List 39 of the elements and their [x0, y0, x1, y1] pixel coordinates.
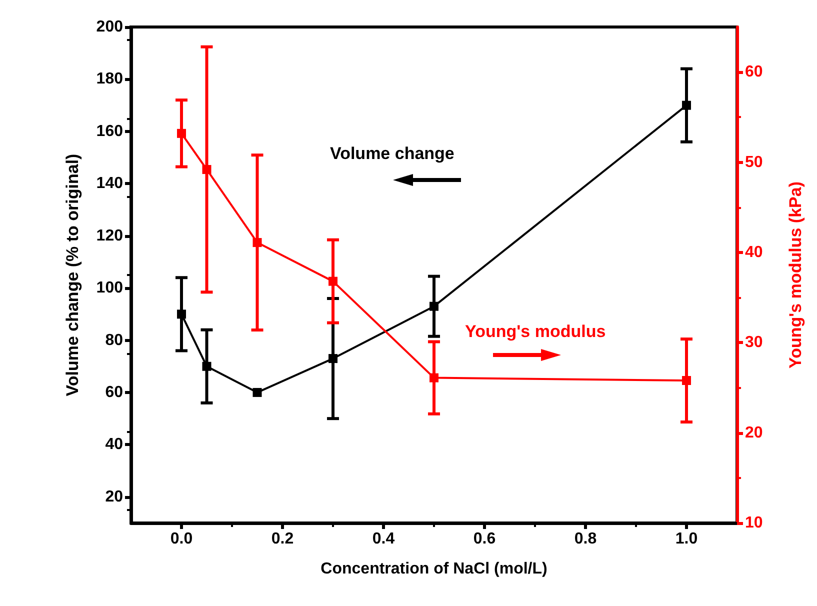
point [682, 100, 691, 110]
x-tick-label: 0.8 [574, 530, 597, 548]
y-tick-label: 120 [96, 227, 124, 244]
x-tick-label: 1.0 [675, 530, 698, 548]
point [177, 310, 186, 319]
text: Young's modulus [465, 322, 606, 341]
point [202, 362, 212, 371]
x-tick-label: 0.6 [473, 530, 496, 548]
y-tick-label: 60 [105, 384, 124, 401]
x-tick-label: 0.0 [170, 530, 193, 548]
y2-tick-label: 20 [745, 424, 763, 442]
point [682, 376, 691, 386]
y-tick-label: 180 [96, 70, 124, 88]
point [202, 164, 212, 174]
y-axis-title: Volume change (% to original) [63, 154, 82, 396]
y-tick-label: 140 [96, 175, 124, 192]
y-tick-label: 160 [96, 122, 124, 140]
point [252, 238, 262, 248]
x-axis-title: Concentration of NaCl (mol/L) [320, 560, 548, 578]
y-tick-label: 20 [105, 488, 124, 506]
text: Volume change [330, 144, 454, 163]
point [328, 354, 338, 364]
point [328, 276, 338, 286]
y-tick-label: 100 [96, 280, 124, 297]
x-tick-label: 0.2 [271, 530, 294, 548]
y2-tick-label: 50 [745, 154, 763, 171]
y-tick-label: 200 [96, 18, 124, 36]
y2-tick-label: 30 [745, 334, 763, 352]
y-tick-label: 40 [105, 436, 124, 454]
y2-tick-label: 40 [745, 244, 763, 261]
y-tick-label: 80 [105, 332, 124, 349]
point [430, 302, 438, 311]
point [177, 128, 186, 138]
y2-tick-label: 60 [745, 64, 763, 81]
point [252, 388, 262, 397]
y2-tick-label: 10 [745, 514, 763, 532]
point [430, 373, 438, 382]
y2-axis-title: Young's modulus (kPa) [786, 182, 805, 368]
x-tick-label: 0.4 [372, 530, 395, 548]
